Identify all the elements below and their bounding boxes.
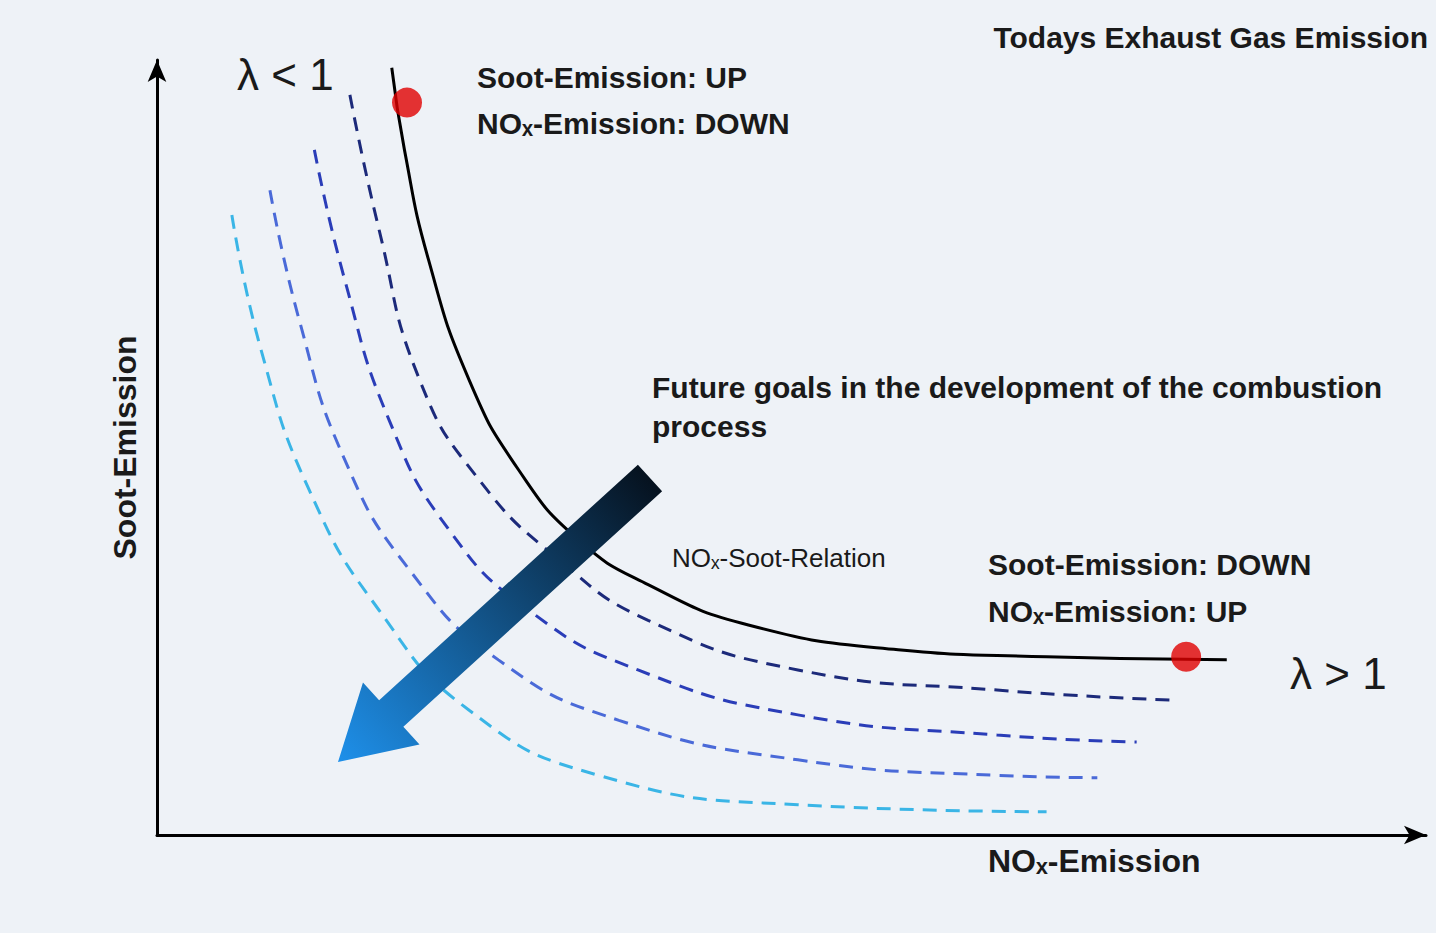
svg-text:Soot-Emission: UP: Soot-Emission: UP xyxy=(477,61,747,94)
svg-text:λ < 1: λ < 1 xyxy=(237,50,334,99)
svg-text:process: process xyxy=(652,410,767,443)
svg-text:NOₓ-Soot-Relation: NOₓ-Soot-Relation xyxy=(672,543,886,573)
svg-text:Soot-Emission: Soot-Emission xyxy=(107,335,143,559)
svg-text:NOₓ-Emission: DOWN: NOₓ-Emission: DOWN xyxy=(477,107,790,140)
svg-text:Future goals in the developmen: Future goals in the development of the c… xyxy=(652,371,1390,404)
svg-text:NOₓ-Emission: NOₓ-Emission xyxy=(988,843,1201,879)
svg-text:Soot-Emission: DOWN: Soot-Emission: DOWN xyxy=(988,548,1311,581)
svg-text:Todays Exhaust Gas Emission: Todays Exhaust Gas Emission xyxy=(993,21,1428,54)
svg-text:λ > 1: λ > 1 xyxy=(1290,649,1387,698)
svg-text:NOₓ-Emission: UP: NOₓ-Emission: UP xyxy=(988,595,1247,628)
